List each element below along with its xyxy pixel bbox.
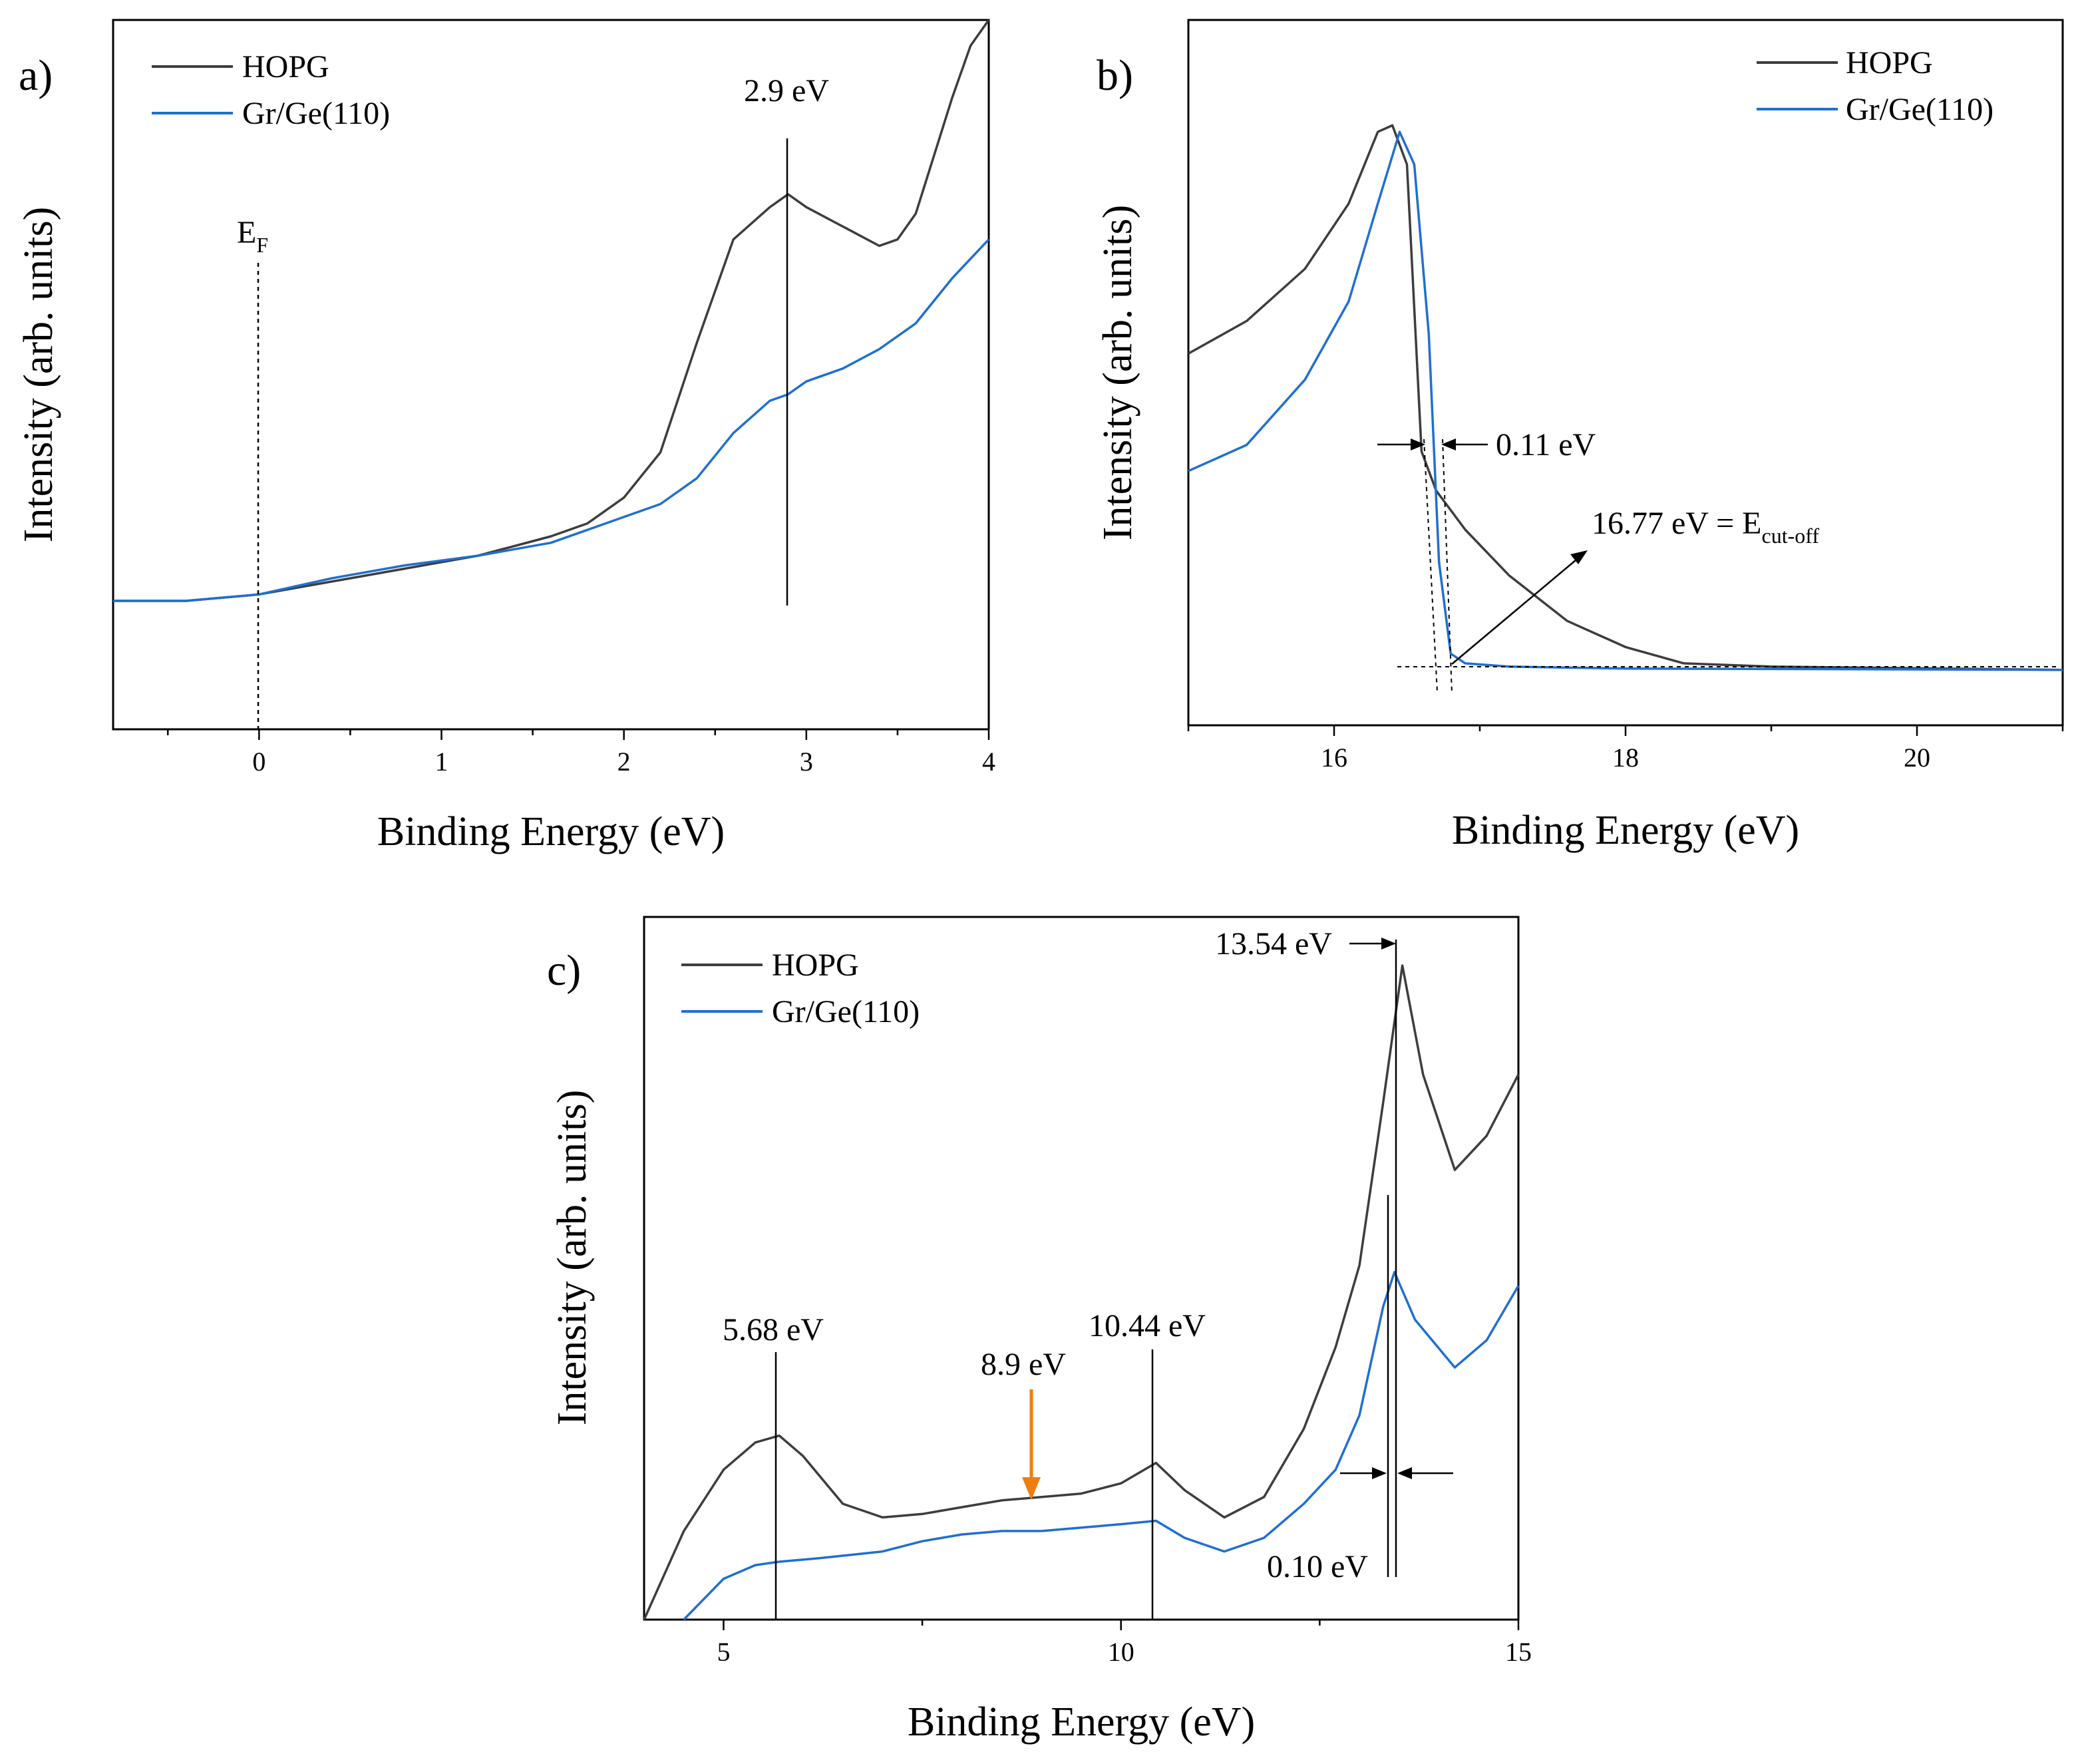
panel-c-xticks: 5 10 15 bbox=[717, 1620, 1532, 1667]
panel-c-ylabel: Intensity (arb. units) bbox=[550, 1090, 595, 1426]
panel-b-shift-arrowhead-left bbox=[1411, 439, 1425, 450]
x-tick-label: 3 bbox=[800, 747, 813, 777]
panel-c-shift-arrowhead-right bbox=[1397, 1467, 1412, 1479]
x-tick-label: 15 bbox=[1505, 1637, 1532, 1667]
panel-c-peak1-label: 5.68 eV bbox=[723, 1312, 824, 1347]
panel-c-frame bbox=[643, 916, 1520, 1621]
panel-b-extrap-hopg bbox=[1423, 439, 1438, 693]
series-line-hopg bbox=[1188, 124, 2063, 671]
series-line-gr-ge110 bbox=[113, 238, 990, 602]
x-tick-label: 18 bbox=[1612, 743, 1639, 773]
x-tick-label: 5 bbox=[717, 1637, 730, 1667]
panel-a-peak-label: 2.9 eV bbox=[744, 73, 829, 108]
panel-b-cutoff-arrowhead bbox=[1570, 550, 1588, 564]
x-tick-label: 2 bbox=[617, 747, 631, 777]
panel-b-shift-arrowhead-right bbox=[1441, 439, 1456, 450]
x-tick-label: 4 bbox=[982, 747, 995, 777]
panel-b-extrap-grge bbox=[1442, 439, 1453, 694]
panel-b-xlabel: Binding Energy (eV) bbox=[1452, 808, 1799, 853]
panel-c-peak4-arrowhead bbox=[1381, 938, 1396, 950]
legend-a-hopg-label: HOPG bbox=[242, 49, 329, 85]
series-line-hopg bbox=[113, 19, 990, 602]
legend-a-grge-label: Gr/Ge(110) bbox=[242, 96, 390, 131]
panel-a-frame bbox=[112, 19, 990, 731]
panel-b-shift-label: 0.11 eV bbox=[1496, 427, 1596, 462]
series-line-gr-ge110 bbox=[1188, 130, 2063, 671]
panel-c-letter: c) bbox=[547, 946, 581, 995]
panel-c-peak4-label: 13.54 eV bbox=[1215, 926, 1332, 962]
panel-c-peak3-label: 10.44 eV bbox=[1089, 1308, 1206, 1343]
panel-c-xlabel: Binding Energy (eV) bbox=[908, 1699, 1255, 1745]
panel-a-series bbox=[113, 19, 990, 602]
legend-c-hopg-label: HOPG bbox=[772, 948, 859, 983]
legend-c-grge-label: Gr/Ge(110) bbox=[772, 994, 920, 1029]
panel-a-fermi-label: EF bbox=[237, 215, 268, 257]
x-tick-label: 1 bbox=[435, 747, 448, 777]
panel-a-legend: HOPG Gr/Ge(110) bbox=[152, 49, 390, 131]
panel-a-letter: a) bbox=[19, 51, 53, 100]
x-tick-label: 10 bbox=[1108, 1637, 1134, 1667]
panel-a-ylabel: Intensity (arb. units) bbox=[16, 207, 61, 543]
panel-a-xlabel: Binding Energy (eV) bbox=[377, 809, 725, 854]
panel-c-shift-label: 0.10 eV bbox=[1267, 1549, 1368, 1584]
panel-b-cutoff-label: 16.77 eV = Ecut-off bbox=[1592, 506, 1819, 548]
panel-a-xticks: 0 1 2 3 4 bbox=[167, 729, 995, 777]
panel-c-peak2-arrowhead bbox=[1022, 1477, 1041, 1500]
legend-b-hopg-label: HOPG bbox=[1846, 45, 1933, 81]
panel-c-legend: HOPG Gr/Ge(110) bbox=[681, 948, 920, 1029]
panel-b-cutoff-arrow bbox=[1451, 560, 1576, 665]
panel-b-legend: HOPG Gr/Ge(110) bbox=[1757, 45, 1993, 127]
panel-b-ylabel: Intensity (arb. units) bbox=[1095, 205, 1140, 541]
x-tick-label: 0 bbox=[252, 747, 265, 777]
panel-b-xticks: 16 18 20 bbox=[1187, 725, 2064, 773]
panel-c-peak2-label: 8.9 eV bbox=[981, 1347, 1066, 1382]
panel-b-letter: b) bbox=[1097, 51, 1133, 100]
x-tick-label: 16 bbox=[1321, 743, 1347, 773]
legend-b-grge-label: Gr/Ge(110) bbox=[1846, 92, 1993, 127]
series-line-gr-ge110 bbox=[683, 1271, 1520, 1621]
x-tick-label: 20 bbox=[1904, 743, 1930, 773]
panel-c: c) 5 10 15 5.68 eV 10.44 eV 8.9 eV 13.54 e… bbox=[547, 916, 1532, 1745]
panel-c-shift-arrowhead-left bbox=[1372, 1467, 1387, 1479]
panel-b-series bbox=[1188, 124, 2063, 671]
panel-a: a) 0 1 2 3 4 EF 2.9 eV HOPG Gr/Ge(110) Bindi… bbox=[16, 19, 995, 854]
panel-b: b) 16 18 20 0.11 eV 16.77 eV = Ecut-off HO… bbox=[1095, 19, 2064, 853]
